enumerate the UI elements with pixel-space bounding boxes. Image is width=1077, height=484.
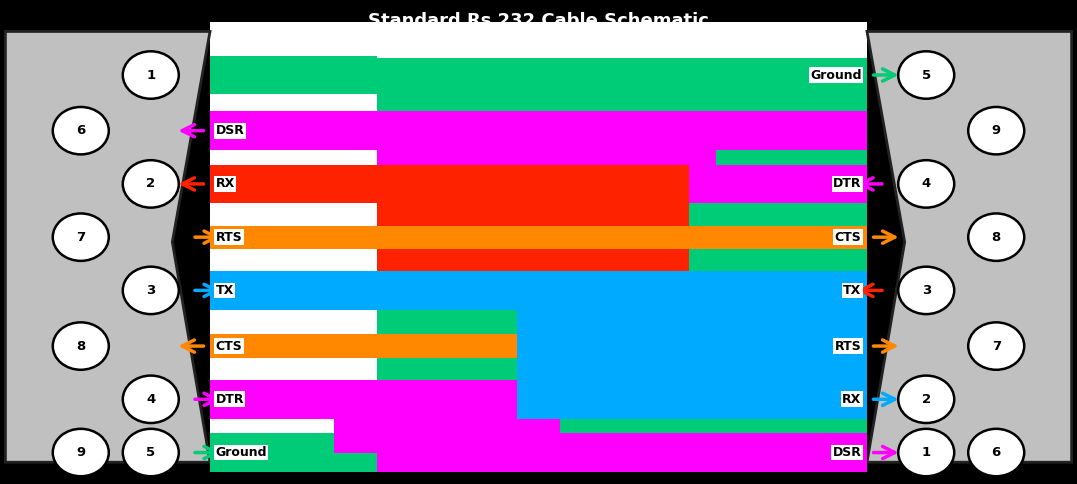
Ellipse shape	[53, 213, 109, 261]
Text: 4: 4	[146, 393, 155, 406]
Ellipse shape	[898, 267, 954, 314]
Text: 8: 8	[76, 340, 85, 352]
Text: DTR: DTR	[215, 393, 243, 406]
Bar	[377, 58, 867, 453]
Bar	[560, 433, 867, 472]
Polygon shape	[867, 31, 1072, 462]
Bar	[377, 380, 560, 472]
Text: Ground: Ground	[215, 446, 267, 459]
Text: RX: RX	[842, 393, 862, 406]
Text: Ground: Ground	[810, 69, 862, 81]
Bar	[210, 334, 867, 358]
Text: DSR: DSR	[833, 446, 862, 459]
Text: 1: 1	[922, 446, 931, 459]
Text: 8: 8	[992, 231, 1001, 243]
Text: 7: 7	[992, 340, 1001, 352]
Bar	[334, 399, 420, 453]
Ellipse shape	[53, 107, 109, 154]
Text: 1: 1	[146, 69, 155, 81]
Bar	[377, 111, 867, 150]
Ellipse shape	[968, 429, 1024, 476]
Text: 5: 5	[146, 446, 155, 459]
Bar	[210, 165, 377, 203]
Text: 2: 2	[922, 393, 931, 406]
Polygon shape	[5, 31, 210, 462]
Text: 9: 9	[992, 124, 1001, 137]
Text: 3: 3	[146, 284, 155, 297]
Text: 7: 7	[76, 231, 85, 243]
Bar	[210, 226, 867, 249]
Ellipse shape	[123, 267, 179, 314]
Bar	[517, 271, 867, 419]
Ellipse shape	[53, 322, 109, 370]
Ellipse shape	[968, 107, 1024, 154]
Bar	[377, 165, 689, 310]
Text: 5: 5	[922, 69, 931, 81]
Text: 2: 2	[146, 178, 155, 190]
Text: 3: 3	[922, 284, 931, 297]
Text: 6: 6	[76, 124, 85, 137]
Text: RX: RX	[215, 178, 235, 190]
Text: Standard Rs 232 Cable Schematic: Standard Rs 232 Cable Schematic	[368, 12, 709, 30]
Ellipse shape	[898, 376, 954, 423]
Text: 4: 4	[922, 178, 931, 190]
Ellipse shape	[123, 51, 179, 99]
Text: DSR: DSR	[215, 124, 244, 137]
Text: RTS: RTS	[215, 231, 242, 243]
Text: DTR: DTR	[834, 178, 862, 190]
Ellipse shape	[123, 160, 179, 208]
Bar	[716, 165, 867, 203]
Text: CTS: CTS	[215, 340, 242, 352]
Text: CTS: CTS	[835, 231, 862, 243]
Ellipse shape	[968, 322, 1024, 370]
Bar	[210, 380, 377, 419]
Text: TX: TX	[215, 284, 234, 297]
Bar	[210, 56, 377, 94]
Ellipse shape	[898, 51, 954, 99]
Ellipse shape	[123, 376, 179, 423]
Ellipse shape	[123, 429, 179, 476]
Bar	[210, 22, 867, 462]
Text: TX: TX	[843, 284, 862, 297]
Text: RTS: RTS	[835, 340, 862, 352]
Ellipse shape	[53, 429, 109, 476]
Text: 9: 9	[76, 446, 85, 459]
Ellipse shape	[898, 429, 954, 476]
Text: 6: 6	[992, 446, 1001, 459]
Bar	[210, 433, 377, 472]
Bar	[210, 271, 517, 310]
Bar	[689, 271, 867, 310]
Ellipse shape	[898, 160, 954, 208]
Ellipse shape	[968, 213, 1024, 261]
Bar	[377, 111, 716, 203]
Bar	[210, 111, 377, 150]
